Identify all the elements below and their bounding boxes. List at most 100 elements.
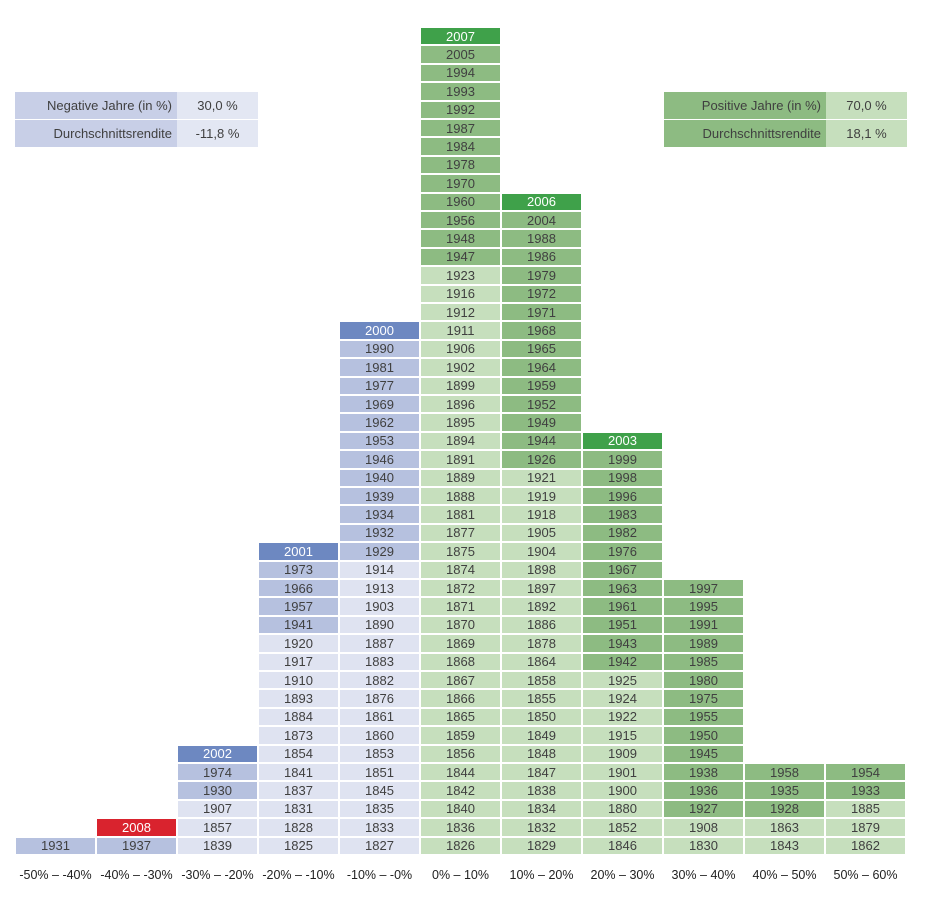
year-cell: 1862 <box>825 836 906 855</box>
year-cell: 1857 <box>177 818 258 837</box>
year-cell: 1957 <box>258 597 339 616</box>
year-cell: 1888 <box>420 487 501 506</box>
year-cell: 1969 <box>339 395 420 414</box>
year-cell: 1923 <box>420 266 501 285</box>
year-cell: 1850 <box>501 707 582 727</box>
year-cell: 1987 <box>420 119 501 138</box>
year-cell: 1919 <box>501 487 582 506</box>
year-cell: 1906 <box>420 339 501 359</box>
year-cell: 1995 <box>663 597 744 616</box>
year-cell: 1940 <box>339 468 420 487</box>
year-cell: 1943 <box>582 634 663 653</box>
year-cell: 1944 <box>501 431 582 451</box>
year-cell: 1909 <box>582 744 663 763</box>
year-cell: 1964 <box>501 358 582 377</box>
year-cell: 1985 <box>663 652 744 671</box>
year-cell: 1827 <box>339 836 420 855</box>
year-cell: 1997 <box>663 579 744 598</box>
year-cell: 1873 <box>258 726 339 745</box>
year-cell: 1965 <box>501 339 582 359</box>
year-cell: 1859 <box>420 726 501 745</box>
summary-value: 18,1 % <box>826 120 907 147</box>
year-cell: 1973 <box>258 560 339 579</box>
year-cell: 1948 <box>420 229 501 248</box>
x-axis-tick-label: -20% – -10% <box>262 868 335 882</box>
x-axis-tick-label: 50% – 60% <box>833 868 898 882</box>
year-cell: 1851 <box>339 763 420 782</box>
year-cell: 1930 <box>177 781 258 800</box>
year-cell: 1833 <box>339 818 420 837</box>
year-cell: 1903 <box>339 597 420 616</box>
year-cell: 1877 <box>420 523 501 543</box>
year-cell: 1897 <box>501 579 582 598</box>
year-cell: 1953 <box>339 431 420 451</box>
year-cell: 1934 <box>339 505 420 524</box>
year-cell: 1863 <box>744 818 825 837</box>
year-cell: 1918 <box>501 505 582 524</box>
year-cell: 1982 <box>582 523 663 543</box>
year-cell: 1885 <box>825 799 906 819</box>
year-cell: 1902 <box>420 358 501 377</box>
year-cell: 1927 <box>663 799 744 819</box>
year-cell: 1917 <box>258 652 339 671</box>
year-cell: 1931 <box>15 836 96 855</box>
year-cell: 1825 <box>258 836 339 855</box>
x-axis-tick-label: -30% – -20% <box>181 868 254 882</box>
year-cell: 1843 <box>744 836 825 855</box>
year-cell: 1852 <box>582 818 663 837</box>
year-cell: 1881 <box>420 505 501 524</box>
year-cell: 1935 <box>744 781 825 800</box>
year-cell: 1867 <box>420 671 501 690</box>
year-cell: 1890 <box>339 615 420 635</box>
year-cell: 1938 <box>663 763 744 782</box>
year-cell: 1828 <box>258 818 339 837</box>
year-cell: 1976 <box>582 542 663 561</box>
summary-label: Durchschnittsrendite <box>15 120 177 147</box>
year-cell: 1864 <box>501 652 582 671</box>
year-cell: 1936 <box>663 781 744 800</box>
year-cell: 1933 <box>825 781 906 800</box>
year-cell: 2003 <box>582 431 663 451</box>
x-axis-tick-label: -10% – -0% <box>346 868 413 882</box>
year-cell: 1994 <box>420 63 501 83</box>
year-cell: 1900 <box>582 781 663 800</box>
year-cell: 1855 <box>501 689 582 708</box>
summary-label: Negative Jahre (in %) <box>15 92 177 119</box>
year-cell: 1993 <box>420 82 501 101</box>
year-cell: 1846 <box>582 836 663 855</box>
year-cell: 1884 <box>258 707 339 727</box>
year-cell: 1883 <box>339 652 420 671</box>
year-cell: 1856 <box>420 744 501 763</box>
year-cell: 1942 <box>582 652 663 671</box>
year-cell: 1875 <box>420 542 501 561</box>
year-cell: 1949 <box>501 413 582 432</box>
year-cell: 1894 <box>420 431 501 451</box>
year-cell: 1874 <box>420 560 501 579</box>
year-cell: 1912 <box>420 303 501 322</box>
year-cell: 1999 <box>582 450 663 469</box>
year-cell: 1839 <box>177 836 258 855</box>
year-cell: 1960 <box>420 192 501 211</box>
year-cell: 1869 <box>420 634 501 653</box>
year-cell: 1905 <box>501 523 582 543</box>
year-cell: 1968 <box>501 321 582 340</box>
year-cell: 1836 <box>420 818 501 837</box>
year-cell: 1975 <box>663 689 744 708</box>
year-cell: 1977 <box>339 376 420 395</box>
year-cell: 1871 <box>420 597 501 616</box>
year-cell: 1915 <box>582 726 663 745</box>
year-cell: 1913 <box>339 579 420 598</box>
year-cell: 1956 <box>420 211 501 230</box>
summary-value: 30,0 % <box>177 92 258 119</box>
year-cell: 1840 <box>420 799 501 819</box>
year-cell: 1837 <box>258 781 339 800</box>
year-cell: 1921 <box>501 468 582 487</box>
year-cell: 1872 <box>420 579 501 598</box>
x-axis-tick-label: 40% – 50% <box>752 868 817 882</box>
year-cell: 1971 <box>501 303 582 322</box>
year-cell: 1844 <box>420 763 501 782</box>
year-cell: 1966 <box>258 579 339 598</box>
year-cell: 1937 <box>96 836 177 855</box>
year-cell: 1954 <box>825 763 906 782</box>
